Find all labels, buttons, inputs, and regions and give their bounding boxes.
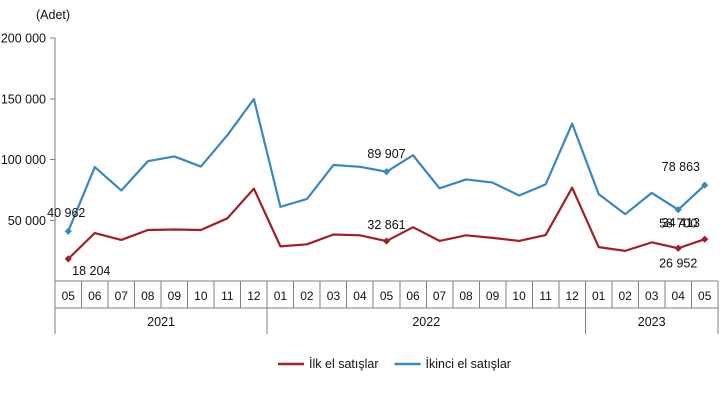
data-point-marker [64,227,72,235]
data-labels: 40 962 18 204 89 907 32 861 58 700 26 952 78 8… [47,147,700,278]
y-axis-tick-label: 200 000 [1,32,46,46]
x-axis: 05 06 07 08 09 10 11 12 01 02 03 04 05 06 07 08 09 10 11 12… [54,280,719,334]
data-point-label: 89 907 [367,147,405,161]
data-point-marker [701,181,709,189]
data-point-label: 58 700 [659,217,697,231]
data-point-label: 26 952 [659,256,697,270]
x-axis-month-label: 12 [565,289,579,303]
data-point-label: 34 413 [662,216,700,230]
x-axis-month-label: 11 [221,289,234,303]
legend: İlk el satışlar İkinci el satışlar [278,357,511,371]
x-axis-month-label: 03 [645,289,659,303]
x-axis-month-label: 02 [300,289,314,303]
x-axis-month-label: 07 [433,289,447,303]
x-axis-month-label: 06 [88,289,102,303]
data-point-marker [382,168,391,176]
x-axis-month-label: 12 [247,289,261,303]
x-axis-month-label: 10 [512,289,526,303]
legend-label: İkinci el satışlar [426,357,511,371]
x-axis-month-label: 05 [698,289,712,303]
x-axis-month-label: 06 [406,289,420,303]
x-axis-month-label: 07 [115,289,129,303]
x-axis-month-label: 04 [353,289,367,303]
x-axis-month-label: 08 [459,289,473,303]
data-point-markers [64,168,709,263]
data-point-marker [674,206,682,214]
data-point-marker [382,237,391,245]
data-point-marker [64,255,72,263]
x-axis-year-label: 2022 [412,315,440,329]
data-point-label: 32 861 [367,218,405,232]
x-axis-month-label: 11 [539,289,552,303]
x-axis-month-label: 04 [672,289,686,303]
x-axis-month-label: 10 [194,289,208,303]
y-axis-tick-label: 100 000 [1,153,46,167]
x-axis-month-label: 05 [380,289,394,303]
y-axis-tick-label: 50 000 [8,214,46,228]
x-axis-month-label: 09 [168,289,182,303]
data-point-marker [674,244,682,252]
y-axis-tick-label: 150 000 [1,92,46,106]
x-axis-month-label: 01 [592,289,606,303]
data-point-marker [701,235,709,243]
x-axis-month-label: 02 [619,289,633,303]
x-axis-year-label: 2023 [638,315,666,329]
data-point-label: 40 962 [47,206,85,220]
y-axis: 50 000 100 000 150 000 200 000 [1,32,56,281]
x-axis-year-label: 2021 [147,315,175,329]
y-axis-unit-label: (Adet) [36,8,71,22]
x-axis-month-label: 08 [141,289,155,303]
legend-label: İlk el satışlar [309,357,378,371]
x-axis-month-label: 05 [62,289,76,303]
x-axis-month-label: 03 [327,289,341,303]
data-point-label: 78 863 [662,160,700,174]
x-axis-month-label: 09 [486,289,500,303]
series-line [67,97,706,233]
series-lines [67,97,706,260]
data-point-label: 18 204 [72,264,110,278]
x-axis-month-label: 01 [274,289,288,303]
